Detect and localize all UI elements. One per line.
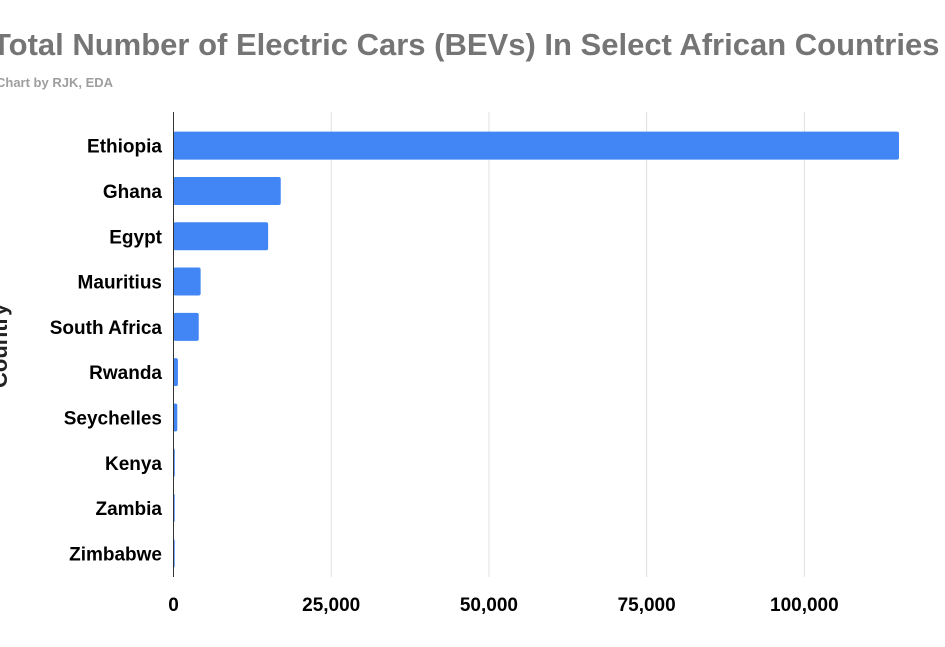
bar-egypt [173,222,269,251]
category-label: Rwanda [89,363,162,384]
bar-rwanda [173,358,178,387]
chart-title: Total Number of Electric Cars (BEVs) In … [0,27,940,62]
category-label: Seychelles [64,408,162,429]
x-tick-label: 50,000 [460,595,518,616]
x-tick-label: 75,000 [618,595,676,616]
category-label: Kenya [105,454,162,475]
bar-ethiopia [173,131,899,160]
bar-mauritius [173,267,201,296]
category-label: Egypt [109,227,162,248]
bar-ghana [173,176,281,205]
chart-subtitle: Chart by RJK, EDA [0,75,114,90]
x-tick-label: 25,000 [302,595,360,616]
category-label: South Africa [50,318,163,339]
bar-seychelles [173,403,178,432]
x-tick-label: 0 [168,595,179,616]
category-label: Ethiopia [87,137,162,158]
category-label: Zimbabwe [69,544,162,565]
x-tick-label: 100,000 [770,595,839,616]
category-label: Mauritius [78,273,162,294]
bar-south-africa [173,312,199,341]
category-label: Ghana [103,182,163,203]
category-label: Zambia [95,499,162,520]
